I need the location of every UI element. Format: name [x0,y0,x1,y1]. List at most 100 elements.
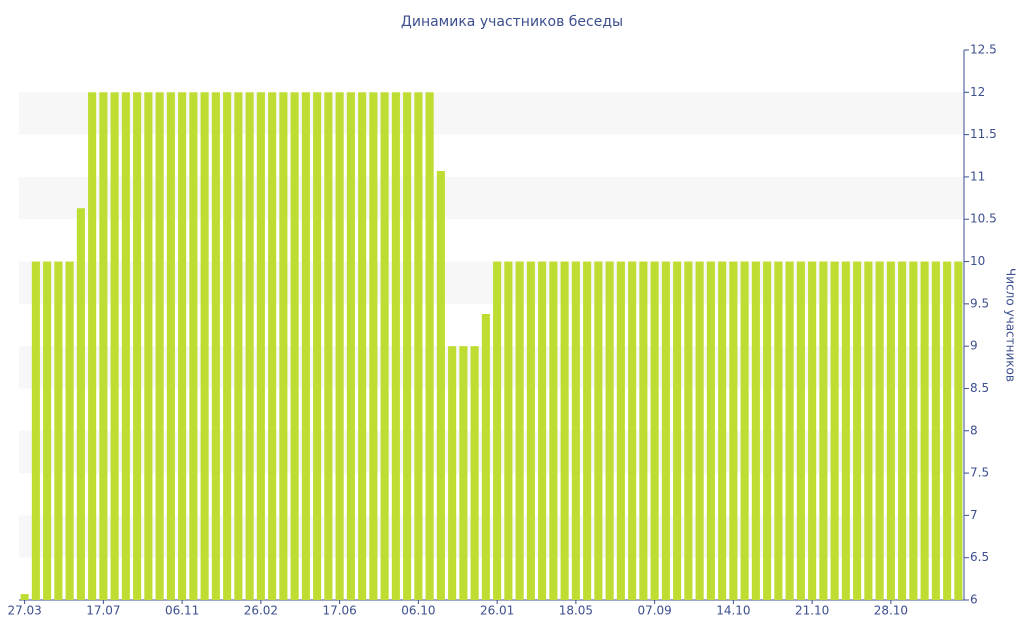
bar [864,261,873,600]
x-tick-label: 17.06 [322,604,356,618]
bar [234,92,243,601]
bar [515,261,524,600]
bar [110,92,119,601]
bar [481,314,490,600]
bar [358,92,367,601]
y-tick-label: 6.5 [970,550,989,564]
bar [684,261,693,600]
bar [830,261,839,600]
y-tick-label: 10 [970,254,985,268]
bar [133,92,142,601]
y-tick-label: 6 [970,593,978,607]
bar [650,261,659,600]
x-tick-label: 14.10 [716,604,750,618]
bar [313,92,322,601]
bar [346,92,355,601]
bar [718,261,727,600]
bar [673,261,682,600]
y-tick-label: 9 [970,339,978,353]
bar [20,594,29,600]
bar [526,261,535,600]
bar [875,261,884,600]
bar [616,261,625,600]
x-tick-label: 06.11 [165,604,199,618]
bar [796,261,805,600]
y-tick-label: 8.5 [970,381,989,395]
bar [121,92,130,601]
bar [31,261,40,600]
bar [898,261,907,600]
bar [189,92,198,601]
bar [279,92,288,601]
chart-title: Динамика участников беседы [401,14,623,30]
y-tick-label: 12.5 [970,43,997,57]
background-stripe [19,430,964,474]
background-stripe [19,92,964,135]
y-tick-label: 9.5 [970,296,989,310]
background-stripe [19,261,964,304]
bar [369,92,378,601]
bar [76,208,85,600]
x-tick-label: 06.10 [401,604,435,618]
bar [493,261,502,600]
x-tick-label: 18.05 [559,604,593,618]
bar [886,261,895,600]
background-stripe [19,346,964,389]
bar [380,92,389,601]
bar [920,261,929,600]
bar [436,171,445,600]
x-tick-label: 26.02 [244,604,278,618]
bar [178,92,187,601]
bar [391,92,400,601]
bar [414,92,423,601]
bar [166,92,175,601]
bar [256,92,265,601]
bar [470,346,479,600]
bar [54,261,63,600]
bar [425,92,434,601]
x-tick-label: 27.03 [7,604,41,618]
x-tick-label: 26.01 [480,604,514,618]
bar [695,261,704,600]
bar [909,261,918,600]
x-tick-label: 07.09 [637,604,671,618]
bar [594,261,603,600]
bar [571,261,580,600]
bar [200,92,209,601]
bar [301,92,310,601]
bar [931,261,940,600]
bar [943,261,952,600]
bar [245,92,254,601]
bar [268,92,277,601]
y-tick-label: 10.5 [970,212,997,226]
bar [954,261,963,600]
x-tick-label: 28.10 [874,604,908,618]
bar [88,92,97,601]
bar [661,261,670,600]
bar [459,346,468,600]
bar [43,261,52,600]
y-tick-label: 11.5 [970,127,997,141]
y-tick-label: 7 [970,508,978,522]
background-stripe [19,515,964,558]
bar [706,261,715,600]
bar [763,261,772,600]
y-tick-label: 7.5 [970,466,989,480]
bar [785,261,794,600]
bar [639,261,648,600]
bar [99,92,108,601]
bar [841,261,850,600]
x-tick-label: 17.07 [86,604,120,618]
bar [740,261,749,600]
bar [819,261,828,600]
bar [144,92,153,601]
bar [605,261,614,600]
bar [155,92,164,601]
bar [211,92,220,601]
bar [65,261,74,600]
y-tick-label: 8 [970,423,978,437]
bar [549,261,558,600]
bar [223,92,232,601]
y-axis-title: Число участников [1004,268,1018,382]
